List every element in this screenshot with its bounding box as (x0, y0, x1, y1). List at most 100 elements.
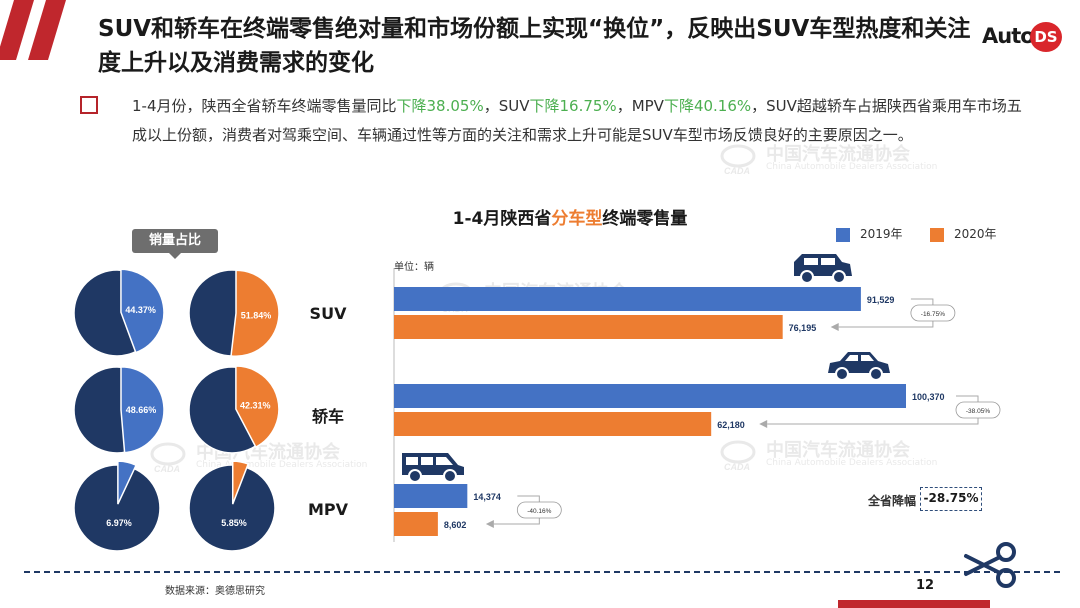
legend-item-2020: 2020年 (930, 226, 997, 242)
unit-label: 单位：辆 (394, 262, 434, 273)
chart-title-highlight: 分车型 (551, 209, 603, 229)
bar-MPV-2019年 (394, 484, 468, 508)
bar-value-label: 62,180 (717, 420, 745, 430)
cada-logo-icon: CADA (720, 440, 756, 472)
cada-logo-icon: CADA (720, 144, 756, 176)
legend-label-2019: 2019年 (860, 227, 903, 241)
change-badge (955, 401, 1001, 419)
pie-SUV-2020年: 51.84% (188, 269, 280, 357)
svg-text:CADA: CADA (724, 166, 750, 176)
legend-swatch-2020 (930, 227, 944, 242)
title-stripes-decoration (0, 0, 66, 60)
pie-share-label: 48.66% (126, 405, 157, 415)
bar-group-SUV: 91,529 76,195 -16.75% (394, 287, 956, 339)
pie-charts: 44.37% 48.66% 6.97% 51.84% 42.31% 5.85% (73, 268, 280, 552)
watermark: CADA 中国汽车流通协会 China Automobile Dealers A… (718, 436, 958, 476)
footer-divider (24, 571, 1060, 573)
pie-轿车-2020年: 42.31% (188, 365, 280, 454)
bar-chart: 91,52976,195-16.75%100,37062,180-38.05%1… (393, 268, 1001, 542)
summary-part-1: 1-4月份，陕西全省轿车终端零售量同比 (132, 97, 397, 115)
bar-value-label: 91,529 (867, 295, 895, 305)
bar-SUV-2019年 (394, 287, 861, 311)
total-change-value: -28.75% (920, 487, 982, 511)
bar-value-label: 14,374 (473, 492, 501, 502)
summary-highlight-suv: 下降16.75% (529, 97, 617, 115)
watermark: CADA 中国汽车流通协会 China Automobile Dealers A… (718, 140, 958, 180)
sedan-icon (828, 352, 890, 381)
bar-group-轿车: 100,370 62,180 -38.05% (394, 384, 1001, 436)
pie-remainder-slice (73, 464, 161, 552)
chart-title-post: 终端零售量 (602, 209, 688, 229)
bar-value-label: 8,602 (444, 520, 467, 530)
bar-chart-title: 1-4月陕西省分车型终端零售量 (380, 204, 760, 229)
svg-text:CADA: CADA (154, 464, 180, 474)
autods-logo: Auto DS (982, 22, 1072, 56)
change-value-label: -16.75% (921, 311, 945, 318)
pie-share-label: 6.97% (106, 518, 132, 528)
legend-swatch-2019 (836, 227, 850, 242)
change-badge (910, 304, 956, 322)
watermark-subtitle: China Automobile Dealers Association (766, 458, 938, 468)
summary-paragraph: 1-4月份，陕西全省轿车终端零售量同比下降38.05%，SUV下降16.75%，… (132, 92, 1022, 150)
bar-group-MPV: 14,374 8,602 -40.16% (394, 484, 562, 536)
change-arrow-head (830, 323, 839, 331)
legend-item-2019: 2019年 (836, 226, 903, 242)
pie-share-slice (231, 460, 250, 505)
bar-value-label: 100,370 (912, 392, 945, 402)
pie-share-slice (117, 460, 138, 505)
summary-part-3: ，MPV (616, 97, 664, 115)
suv-icon (794, 254, 852, 284)
change-arrow-head (759, 420, 768, 428)
chart-title-pre: 1-4月陕西省 (452, 209, 552, 229)
pie-share-label: 5.85% (221, 518, 247, 528)
bar-轿车-2019年 (394, 384, 906, 408)
bar-SUV-2020年 (394, 315, 783, 339)
category-label-mpv: MPV (307, 500, 349, 519)
category-label-suv: SUV (309, 304, 347, 323)
logo-ds-badge: DS (1030, 22, 1062, 52)
watermark-subtitle: China Automobile Dealers Association (196, 460, 368, 470)
summary-part-4: ，SUV超越轿车占据陕西省乘用车市场五成以上份额，消费者对驾乘空间、车辆通过性等… (132, 97, 1022, 144)
pie-share-slice (230, 269, 280, 357)
data-source: 数据来源：奥德思研究 (165, 586, 265, 597)
change-arrow-head (485, 520, 494, 528)
watermark-subtitle: China Automobile Dealers Association (766, 162, 938, 172)
share-badge-pointer (168, 252, 182, 259)
scissors-icon (964, 542, 1016, 588)
pie-SUV-2019年: 44.37% (73, 268, 165, 357)
total-change-label: 全省降幅 (868, 494, 917, 508)
summary-part-2: ，SUV (483, 97, 530, 115)
change-value-label: -38.05% (966, 408, 990, 415)
bar-MPV-2020年 (394, 512, 438, 536)
pie-share-label: 51.84% (241, 310, 272, 320)
pie-share-slice (235, 365, 280, 449)
watermark-title: 中国汽车流通协会 (766, 440, 910, 461)
pie-MPV-2020年: 5.85% (188, 460, 276, 552)
logo-auto-text: Auto (982, 24, 1035, 48)
change-badge (516, 501, 562, 519)
page-number-bar (838, 600, 990, 608)
page-number: 12 (916, 578, 935, 593)
share-badge: 销量占比 (132, 229, 218, 253)
watermark-title: 中国汽车流通协会 (766, 144, 910, 165)
bullet-square-icon (80, 96, 98, 114)
change-value-label: -40.16% (527, 508, 551, 515)
vehicle-icons (402, 254, 890, 483)
bar-value-label: 76,195 (789, 323, 817, 333)
pie-share-slice (120, 268, 165, 354)
pie-share-slice (120, 366, 165, 454)
pie-MPV-2019年: 6.97% (73, 460, 161, 552)
summary-highlight-sedan: 下降38.05% (396, 97, 484, 115)
bar-轿车-2020年 (394, 412, 712, 436)
pie-share-label: 44.37% (125, 305, 156, 315)
pie-share-label: 42.31% (240, 400, 271, 410)
summary-highlight-mpv: 下降40.16% (663, 97, 752, 115)
legend-label-2020: 2020年 (954, 227, 997, 241)
cada-logo-icon: CADA (150, 442, 186, 474)
category-label-sedan: 轿车 (311, 407, 344, 426)
mpv-van-icon (402, 453, 464, 483)
page-title: SUV和轿车在终端零售绝对量和市场份额上实现“换位”，反映出SUV车型热度和关注… (98, 16, 971, 76)
pie-轿车-2019年: 48.66% (73, 366, 165, 454)
svg-text:CADA: CADA (724, 462, 750, 472)
